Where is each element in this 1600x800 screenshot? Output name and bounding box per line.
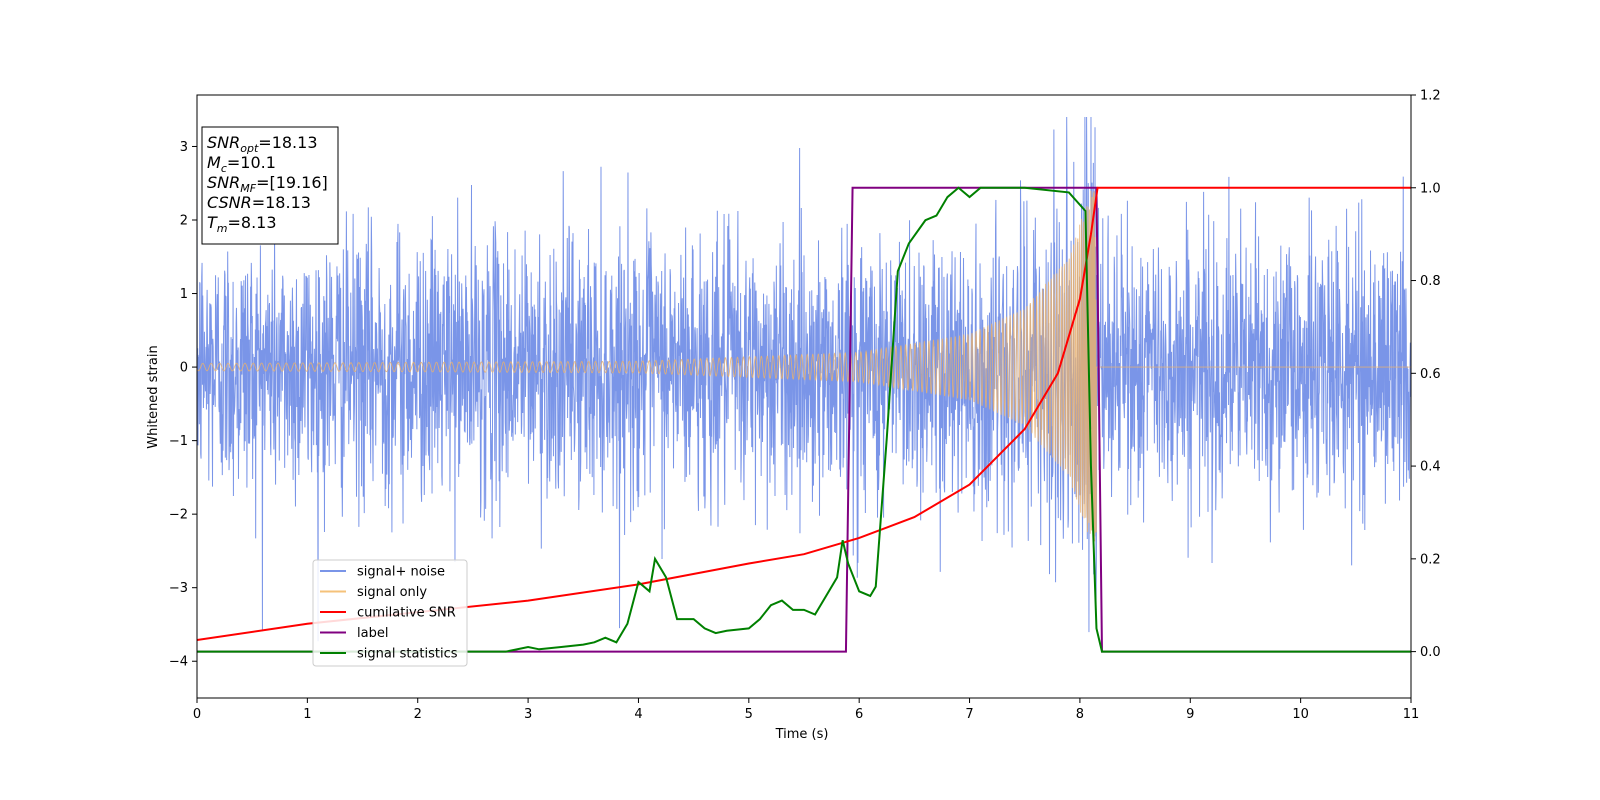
- info-line: SNRMF=[19.16]: [207, 173, 328, 195]
- y-left-tick-label: 2: [180, 214, 188, 229]
- info-line: SNRopt=18.13: [207, 133, 318, 155]
- plot-area: [197, 117, 1411, 653]
- x-tick-label: 0: [193, 707, 201, 722]
- series-line-signal-statistics: [197, 186, 1411, 653]
- legend-label: signal+ noise: [357, 565, 445, 580]
- y-left-tick-label: 3: [180, 140, 188, 155]
- y-right-tick-label: 1.0: [1420, 181, 1441, 196]
- series-line-signal-noise: [197, 117, 1411, 642]
- info-box-frame: [201, 126, 339, 245]
- y-right-tick-label: 0.4: [1420, 460, 1441, 475]
- y-right-tick-label: 0.2: [1420, 552, 1441, 567]
- y-right-tick-label: 0.8: [1420, 274, 1441, 289]
- series-line-signal-only: [197, 190, 1411, 544]
- y-left-tick-label: 1: [180, 287, 188, 302]
- info-line: CSNR=18.13: [207, 193, 311, 212]
- y-left-tick-label: −3: [169, 581, 188, 596]
- info-box: SNRopt=18.13Mc=10.1SNRMF=[19.16]CSNR=18.…: [201, 126, 339, 245]
- y-left-tick-label: −2: [169, 508, 188, 523]
- y-axis-label: Whitened strain: [146, 345, 161, 448]
- x-tick-label: 7: [965, 707, 973, 722]
- x-tick-label: 9: [1186, 707, 1194, 722]
- legend: signal+ noise signal only cumilative SNR la…: [312, 559, 468, 667]
- x-tick-label: 2: [414, 707, 422, 722]
- y-right-tick-label: 0.6: [1420, 367, 1441, 382]
- x-axis-label: Time (s): [775, 727, 829, 742]
- legend-frame: [312, 559, 468, 667]
- x-tick-label: 1: [303, 707, 311, 722]
- legend-label: signal statistics: [357, 647, 458, 662]
- y-left-tick-label: 0: [180, 361, 188, 376]
- x-tick-label: 10: [1292, 707, 1309, 722]
- series-line-cumulative-snr: [197, 186, 1411, 642]
- plot-frame: [196, 94, 1412, 699]
- y-right-tick-label: 0.0: [1420, 645, 1441, 660]
- x-tick-label: 11: [1403, 707, 1420, 722]
- x-tick-label: 3: [524, 707, 532, 722]
- y-axis-right: 0.0 0.2 0.4 0.6 0.8 1.0 1.2: [1411, 89, 1441, 660]
- legend-label: signal only: [357, 585, 427, 600]
- x-tick-label: 5: [745, 707, 753, 722]
- info-line: Mc=10.1: [207, 153, 276, 175]
- legend-label: cumilative SNR: [357, 606, 456, 621]
- y-left-tick-label: −4: [169, 655, 188, 670]
- y-left-tick-label: −1: [169, 434, 188, 449]
- y-axis-left: −4 −3 −2 −1 0 1 2 3: [169, 140, 197, 670]
- x-tick-label: 8: [1076, 707, 1084, 722]
- x-tick-label: 4: [634, 707, 642, 722]
- y-right-tick-label: 1.2: [1420, 89, 1441, 104]
- info-line: Tm=8.13: [207, 213, 277, 235]
- x-tick-label: 6: [855, 707, 863, 722]
- x-axis: 0 1 2 3 4 5 6 7 8 9 10 11: [193, 698, 1419, 722]
- legend-label: label: [357, 626, 388, 641]
